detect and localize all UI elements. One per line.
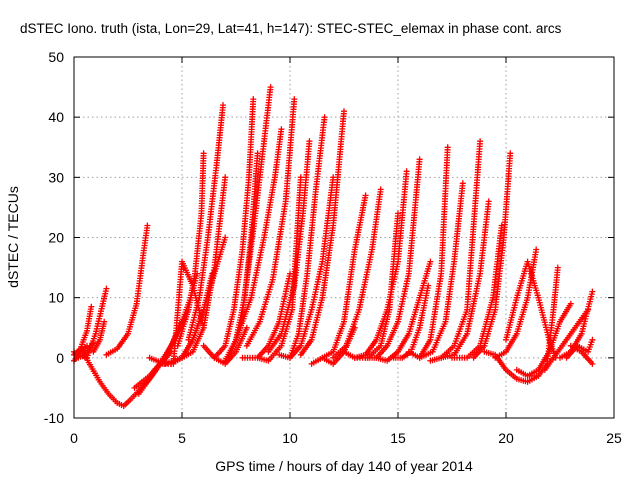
data-series: [319, 192, 369, 361]
data-series: [243, 96, 298, 349]
data-series: [438, 198, 492, 361]
data-series: [233, 126, 285, 343]
series-markers: [276, 114, 328, 361]
series-markers: [265, 138, 313, 355]
data-series: [297, 108, 347, 358]
y-tick-label: 20: [48, 230, 64, 246]
y-tick-label: 40: [48, 109, 64, 125]
series-markers: [243, 96, 298, 349]
data-series: [567, 342, 596, 367]
series-markers: [103, 222, 151, 358]
data-series: [362, 156, 423, 361]
x-tick-label: 0: [70, 430, 78, 446]
data-series: [239, 270, 293, 361]
series-markers: [373, 258, 434, 364]
y-tick-label: 0: [56, 350, 64, 366]
series-markers: [179, 174, 229, 361]
series-markers: [470, 150, 514, 361]
x-tick-label: 15: [390, 430, 406, 446]
series-markers: [233, 126, 285, 343]
series-markers: [90, 318, 108, 355]
data-series: [541, 306, 592, 373]
data-series: [351, 168, 410, 361]
data-series: [276, 114, 328, 361]
data-series: [179, 174, 229, 361]
series-markers: [405, 144, 451, 361]
series-markers: [362, 156, 423, 361]
series-markers: [174, 150, 207, 349]
data-series: [185, 102, 226, 343]
data-series: [287, 174, 337, 361]
y-tick-label: 30: [48, 169, 64, 185]
data-points: [71, 84, 596, 409]
data-series: [103, 222, 151, 358]
data-series: [427, 138, 484, 364]
series-markers: [541, 306, 592, 373]
y-axis-label: dSTEC / TECUs: [5, 186, 21, 288]
x-axis-label: GPS time / hours of day 140 of year 2014: [215, 458, 473, 474]
data-series: [449, 222, 505, 361]
series-markers: [239, 270, 293, 361]
series-markers: [319, 192, 369, 361]
data-series: [470, 150, 514, 361]
series-markers: [449, 222, 505, 361]
y-tick-label: 50: [48, 49, 64, 65]
data-series: [373, 258, 434, 364]
y-tick-label: -10: [44, 410, 64, 426]
y-tick-label: 10: [48, 290, 64, 306]
x-tick-label: 5: [178, 430, 186, 446]
x-tick-label: 20: [498, 430, 514, 446]
tick-labels: 0 5 10 15 20 25 -10 0 10 20 30 40 50: [44, 49, 622, 446]
series-markers: [481, 348, 542, 385]
series-markers: [438, 198, 492, 361]
series-markers: [211, 96, 257, 361]
series-markers: [297, 108, 347, 358]
series-markers: [287, 174, 337, 361]
data-series: [481, 348, 542, 385]
series-markers: [351, 168, 410, 361]
chart-title: dSTEC Iono. truth (ista, Lon=29, Lat=41,…: [20, 21, 562, 36]
data-series: [90, 318, 108, 355]
data-series: [265, 138, 313, 355]
data-series: [405, 144, 451, 361]
x-tick-label: 25: [606, 430, 622, 446]
series-markers: [567, 342, 596, 367]
series-markers: [427, 138, 484, 364]
series-markers: [185, 102, 226, 343]
data-series: [211, 96, 257, 361]
plot-area-frame: [73, 56, 615, 419]
data-series: [174, 150, 207, 349]
data-series: [330, 186, 384, 361]
x-tick-label: 10: [282, 430, 298, 446]
data-series: [416, 180, 466, 361]
series-markers: [416, 180, 466, 361]
series-markers: [330, 186, 384, 361]
